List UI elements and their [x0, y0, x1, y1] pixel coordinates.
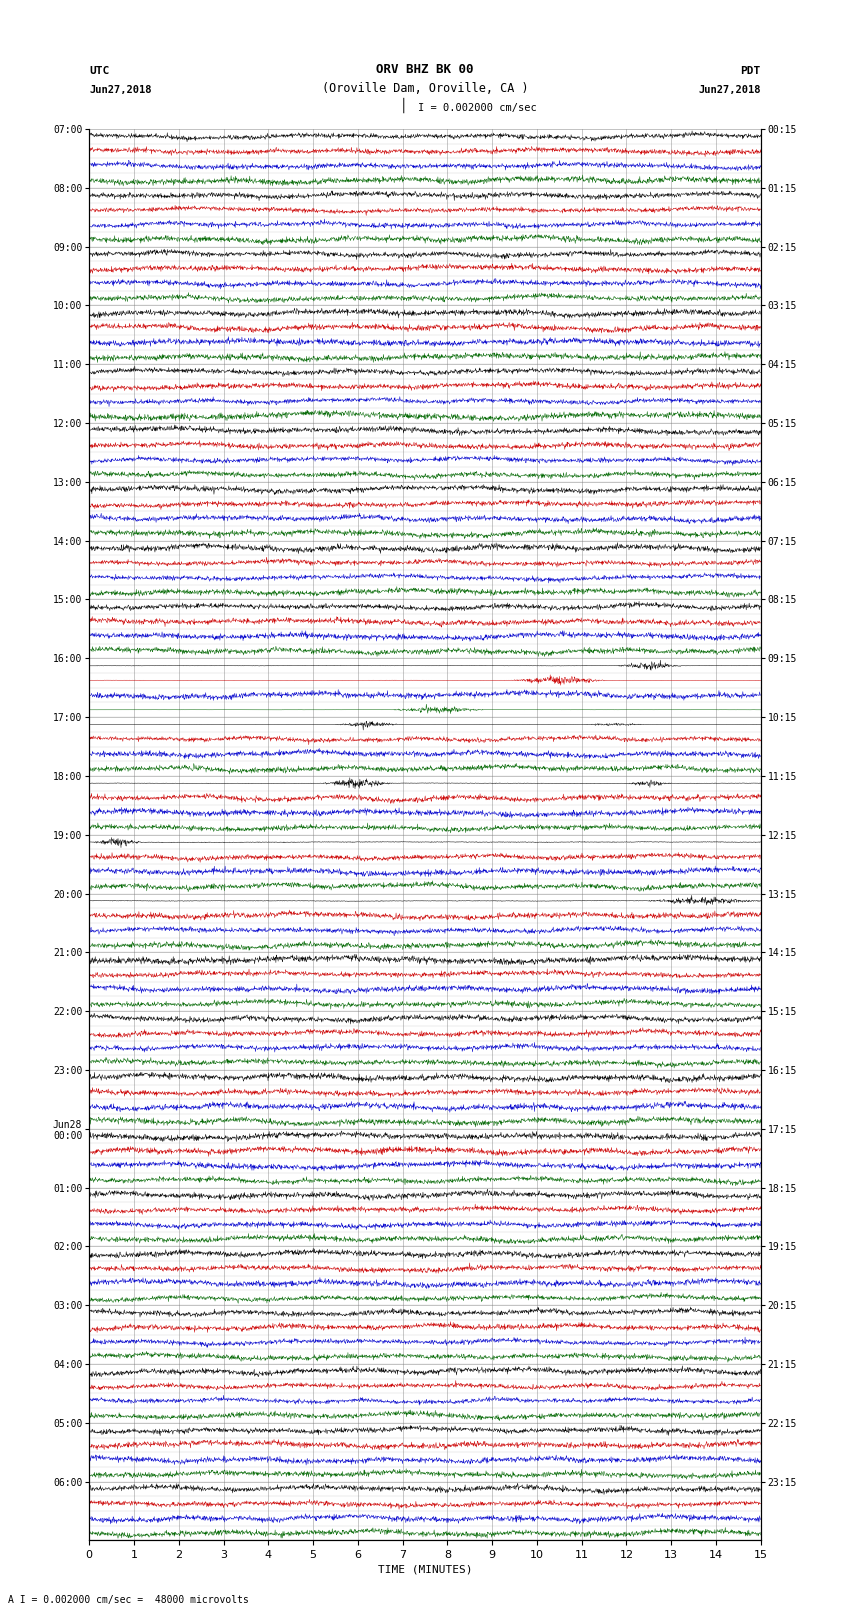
Text: ORV BHZ BK 00: ORV BHZ BK 00	[377, 63, 473, 76]
Text: (Oroville Dam, Oroville, CA ): (Oroville Dam, Oroville, CA )	[321, 82, 529, 95]
Text: Jun27,2018: Jun27,2018	[698, 85, 761, 95]
Text: A I = 0.002000 cm/sec =  48000 microvolts: A I = 0.002000 cm/sec = 48000 microvolts	[8, 1595, 249, 1605]
Text: PDT: PDT	[740, 66, 761, 76]
Text: UTC: UTC	[89, 66, 110, 76]
Text: │: │	[400, 97, 407, 113]
Text: Jun27,2018: Jun27,2018	[89, 85, 152, 95]
X-axis label: TIME (MINUTES): TIME (MINUTES)	[377, 1565, 473, 1574]
Text: I = 0.002000 cm/sec: I = 0.002000 cm/sec	[418, 103, 537, 113]
